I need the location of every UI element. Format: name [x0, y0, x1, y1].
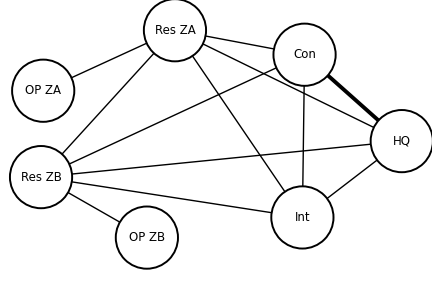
Text: Res ZB: Res ZB: [21, 170, 61, 184]
Text: Int: Int: [295, 211, 310, 224]
Text: HQ: HQ: [393, 134, 411, 148]
Ellipse shape: [144, 0, 206, 61]
Ellipse shape: [116, 206, 178, 269]
Ellipse shape: [12, 60, 74, 122]
Ellipse shape: [271, 186, 334, 249]
Text: OP ZA: OP ZA: [25, 84, 61, 97]
Text: Res ZA: Res ZA: [155, 24, 195, 37]
Ellipse shape: [273, 24, 336, 86]
Text: OP ZB: OP ZB: [129, 231, 165, 244]
Text: Con: Con: [293, 48, 316, 61]
Ellipse shape: [10, 146, 72, 208]
Ellipse shape: [371, 110, 432, 172]
